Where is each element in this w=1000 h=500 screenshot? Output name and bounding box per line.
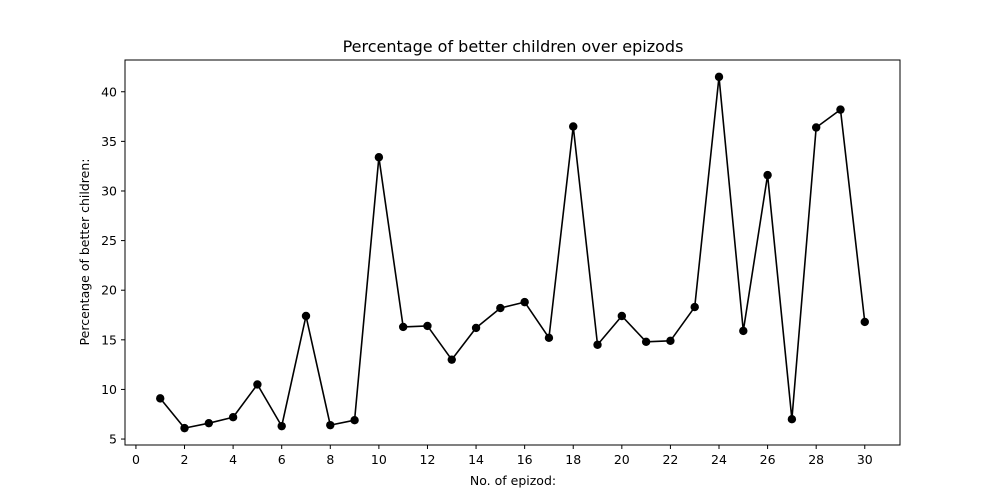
x-tick-label: 24	[711, 452, 727, 467]
data-point	[180, 423, 189, 433]
x-tick-label: 6	[278, 452, 286, 467]
data-point	[569, 122, 578, 131]
data-point	[860, 317, 869, 327]
x-tick-label: 28	[808, 452, 824, 467]
x-axis-label: No. of epizod:	[470, 473, 556, 488]
x-tick-label: 8	[326, 452, 334, 467]
y-tick-label: 20	[101, 283, 117, 298]
y-tick-label: 5	[109, 432, 117, 447]
data-point	[156, 394, 165, 403]
data-point	[374, 153, 384, 162]
x-tick-label: 4	[229, 452, 237, 467]
data-point	[496, 303, 505, 313]
y-tick-label: 30	[101, 183, 117, 198]
data-point	[593, 340, 602, 349]
data-point	[253, 380, 262, 389]
y-tick-label: 15	[101, 332, 117, 347]
plot-frame	[124, 59, 901, 446]
y-axis-label: Percentage of better children:	[77, 159, 92, 346]
x-tick-label: 12	[420, 452, 436, 467]
data-point	[520, 297, 529, 307]
data-point	[204, 418, 214, 428]
x-tick-label: 10	[371, 452, 387, 467]
y-tick-label: 35	[101, 134, 117, 149]
x-tick-label: 26	[760, 452, 776, 467]
data-point	[690, 302, 699, 312]
x-tick-label: 30	[857, 452, 873, 467]
data-point	[423, 321, 432, 331]
x-tick-label: 20	[614, 452, 630, 467]
data-point	[666, 336, 675, 346]
data-point	[277, 421, 286, 431]
plot-area: 0 2 4 6 8 10 12 14 16 18 20 22 24 26 28 305101520253035…	[101, 59, 901, 467]
data-point	[714, 72, 724, 82]
data-point	[641, 337, 651, 347]
data-point	[326, 420, 335, 430]
data-point	[544, 333, 554, 343]
chart-title: Percentage of better children over epizo…	[343, 37, 684, 56]
x-tick-label: 0	[132, 452, 140, 467]
data-point	[617, 311, 627, 321]
y-tick-label: 25	[101, 233, 117, 248]
data-point	[350, 415, 359, 425]
series-line	[159, 76, 866, 429]
data-point	[811, 123, 821, 132]
x-tick-label: 14	[468, 452, 484, 467]
data-point	[763, 170, 772, 180]
data-point	[471, 323, 481, 333]
data-point	[398, 322, 408, 332]
data-point	[787, 415, 797, 424]
y-tick-label: 10	[101, 382, 117, 397]
data-point	[836, 105, 845, 114]
data-point	[228, 413, 238, 422]
data-point	[447, 355, 456, 364]
x-tick-label: 22	[662, 452, 678, 467]
data-point	[739, 326, 748, 336]
data-point	[301, 311, 311, 321]
x-tick-label: 16	[517, 452, 533, 467]
x-tick-label: 18	[565, 452, 581, 467]
x-tick-label: 2	[181, 452, 189, 467]
y-tick-label: 40	[101, 84, 117, 99]
